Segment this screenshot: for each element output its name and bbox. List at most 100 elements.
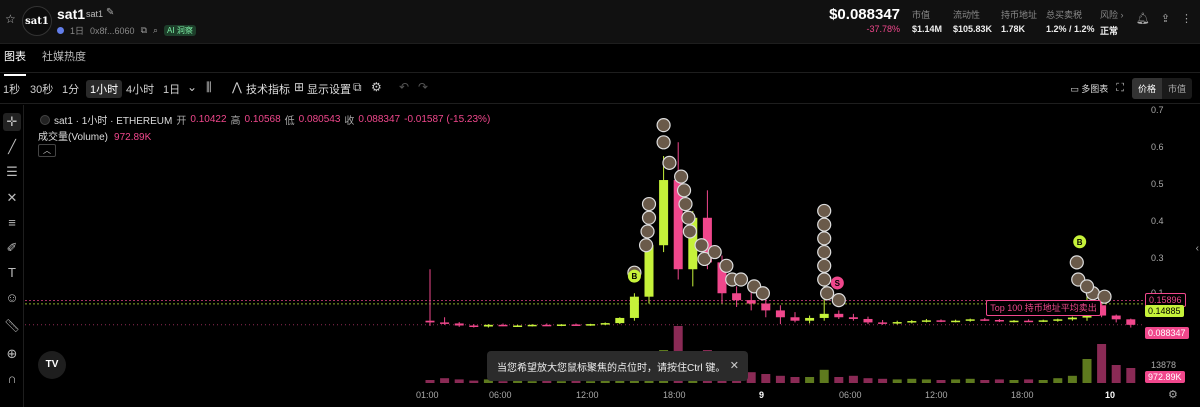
price-chart[interactable]: B B S [25,105,1143,385]
candle-body [1097,305,1107,316]
volume-bar [994,379,1004,383]
candle-type-icon[interactable]: ⫼ [206,80,212,94]
timeframe-1d[interactable]: 1日 [163,84,181,96]
timeframe-30s[interactable]: 30秒 [30,84,54,96]
copy-icon[interactable]: ⧉ [140,25,147,35]
fib-icon[interactable]: ≡ [8,215,16,230]
candle-body [717,262,727,294]
candle-body [615,317,625,324]
candle-body [702,217,712,263]
axis-settings-icon[interactable]: ⚙ [1168,389,1178,401]
price-tag-current: 0.088347 [1145,327,1189,339]
magnet-icon[interactable]: ∩ [7,371,17,386]
timeframe-4h[interactable]: 4小时 [126,84,155,96]
tab-social[interactable]: 社媒热度 [42,51,86,63]
gear-icon[interactable]: ⚙ [371,80,382,94]
volume-bar [425,380,435,383]
legend-high: 0.10568 [244,114,281,125]
trader-avatar-marker [638,238,654,253]
legend-volume: 972.89K [114,132,152,143]
volume-bar [542,380,552,383]
x-tick: 06:00 [839,390,862,400]
timeframe-1h[interactable]: 1小时 [86,80,123,98]
candle-body [1038,320,1048,322]
layout-icon[interactable]: ⧉ [353,80,362,94]
ethereum-chain-icon [57,27,64,34]
bell-icon[interactable]: 🔔︎ [1135,13,1150,25]
timeframe-1m[interactable]: 1分 [62,84,80,96]
header-actions: 🔔︎ ⇪ ⋮ [1136,12,1192,25]
volume-bar [819,369,829,383]
volume-bar [1038,380,1048,383]
trend-line-icon[interactable]: ╱ [8,139,16,154]
candle-body [892,322,902,324]
tab-chart[interactable]: 图表 [4,48,26,76]
horizontal-lines-icon[interactable]: ☰ [6,164,18,179]
volume-bar [498,381,508,383]
trader-avatar-marker [820,286,835,301]
display-settings-button[interactable]: 显示设置 [307,84,351,96]
collapse-legend-button[interactable]: ︿ [38,144,56,157]
volume-bar [921,379,931,383]
brush-icon[interactable]: ✐ [6,240,18,255]
crosshair-icon[interactable]: ✛ [3,113,21,131]
candle-body [907,321,917,323]
divider [0,103,1200,104]
token-address[interactable]: 0x8f...6060 [90,25,135,36]
candle-body [600,323,610,325]
pattern-icon[interactable]: ✕ [6,190,18,205]
indicators-button[interactable]: 技术指标 [246,84,290,96]
volume-bar [513,380,523,383]
volume-legend: 成交量(Volume) 972.89K [38,132,152,143]
tradingview-logo[interactable]: TV [38,351,66,379]
fullscreen-icon[interactable]: ⛶ [1116,82,1124,94]
ohlc-legend: sat1 · 1小时 · ETHEREUM 开 0.10422 高 0.10568 … [40,112,490,127]
edit-icon[interactable]: ✎ [106,7,115,18]
trader-avatar-marker [682,224,697,239]
favorite-star-icon[interactable]: ☆ [5,12,16,26]
volume-bar [907,378,917,383]
chevron-down-icon[interactable]: ⌄ [187,80,198,94]
volume-tag-current: 972.89K [1145,371,1185,383]
multi-chart-button[interactable]: ▭ 多图表 [1070,84,1109,94]
price-mcap-toggle: 价格 市值 [1131,78,1192,99]
volume-bar [1111,365,1121,383]
candle-body [1126,319,1136,325]
x-tick: 01:00 [416,390,439,400]
close-icon[interactable]: ✕ [729,360,739,372]
volume-bar [1097,344,1107,383]
share-icon[interactable]: ⇪ [1160,13,1170,25]
trader-avatar-marker [817,203,832,219]
trader-avatar-marker [817,231,832,246]
trader-avatar-marker [817,272,832,287]
buy-marker [1073,235,1087,249]
expand-panel-icon[interactable]: ‹ [1195,243,1199,254]
ai-insight-badge[interactable]: AI 洞察 [164,25,196,36]
candle-body [746,300,756,304]
y-tick: 0.6 [1151,142,1164,152]
candle-body [1111,315,1121,320]
candle-body [805,317,815,321]
toggle-market-cap[interactable]: 市值 [1167,84,1186,94]
chart-toolbar: 1秒 30秒 1分 1小时 4小时 1日 ⌄ ⫼ ⋀ 技术指标 ⊞ 显示设置 ⧉… [0,78,1200,100]
trader-avatar-marker [1069,255,1084,270]
stat-risk[interactable]: 风险 › 正常 [1100,10,1124,36]
timeframe-1s[interactable]: 1秒 [3,84,21,96]
zoom-icon[interactable]: ⊕ [6,346,18,361]
redo-icon[interactable]: ↷ [418,80,429,94]
undo-icon[interactable]: ↶ [399,80,410,94]
stat-tax: 总买卖税 1.2% / 1.2% [1046,10,1095,34]
ruler-icon[interactable]: 📏︎ [3,318,21,333]
candle-body [673,180,683,270]
price-axis[interactable]: 0.7 0.6 0.5 0.4 0.3 0.1 0.15896 0.14885 … [1143,105,1200,385]
text-icon[interactable]: T [8,265,16,280]
volume-bar [863,378,873,383]
x-tick: 18:00 [663,390,686,400]
candle-body [542,324,552,327]
emoji-icon[interactable]: ☺ [5,290,19,305]
trader-avatar-marker [641,196,657,212]
search-icon[interactable]: ⌕ [153,25,159,35]
more-icon[interactable]: ⋮ [1181,13,1192,25]
volume-bar [1053,378,1063,383]
toggle-price[interactable]: 价格 [1131,78,1162,99]
